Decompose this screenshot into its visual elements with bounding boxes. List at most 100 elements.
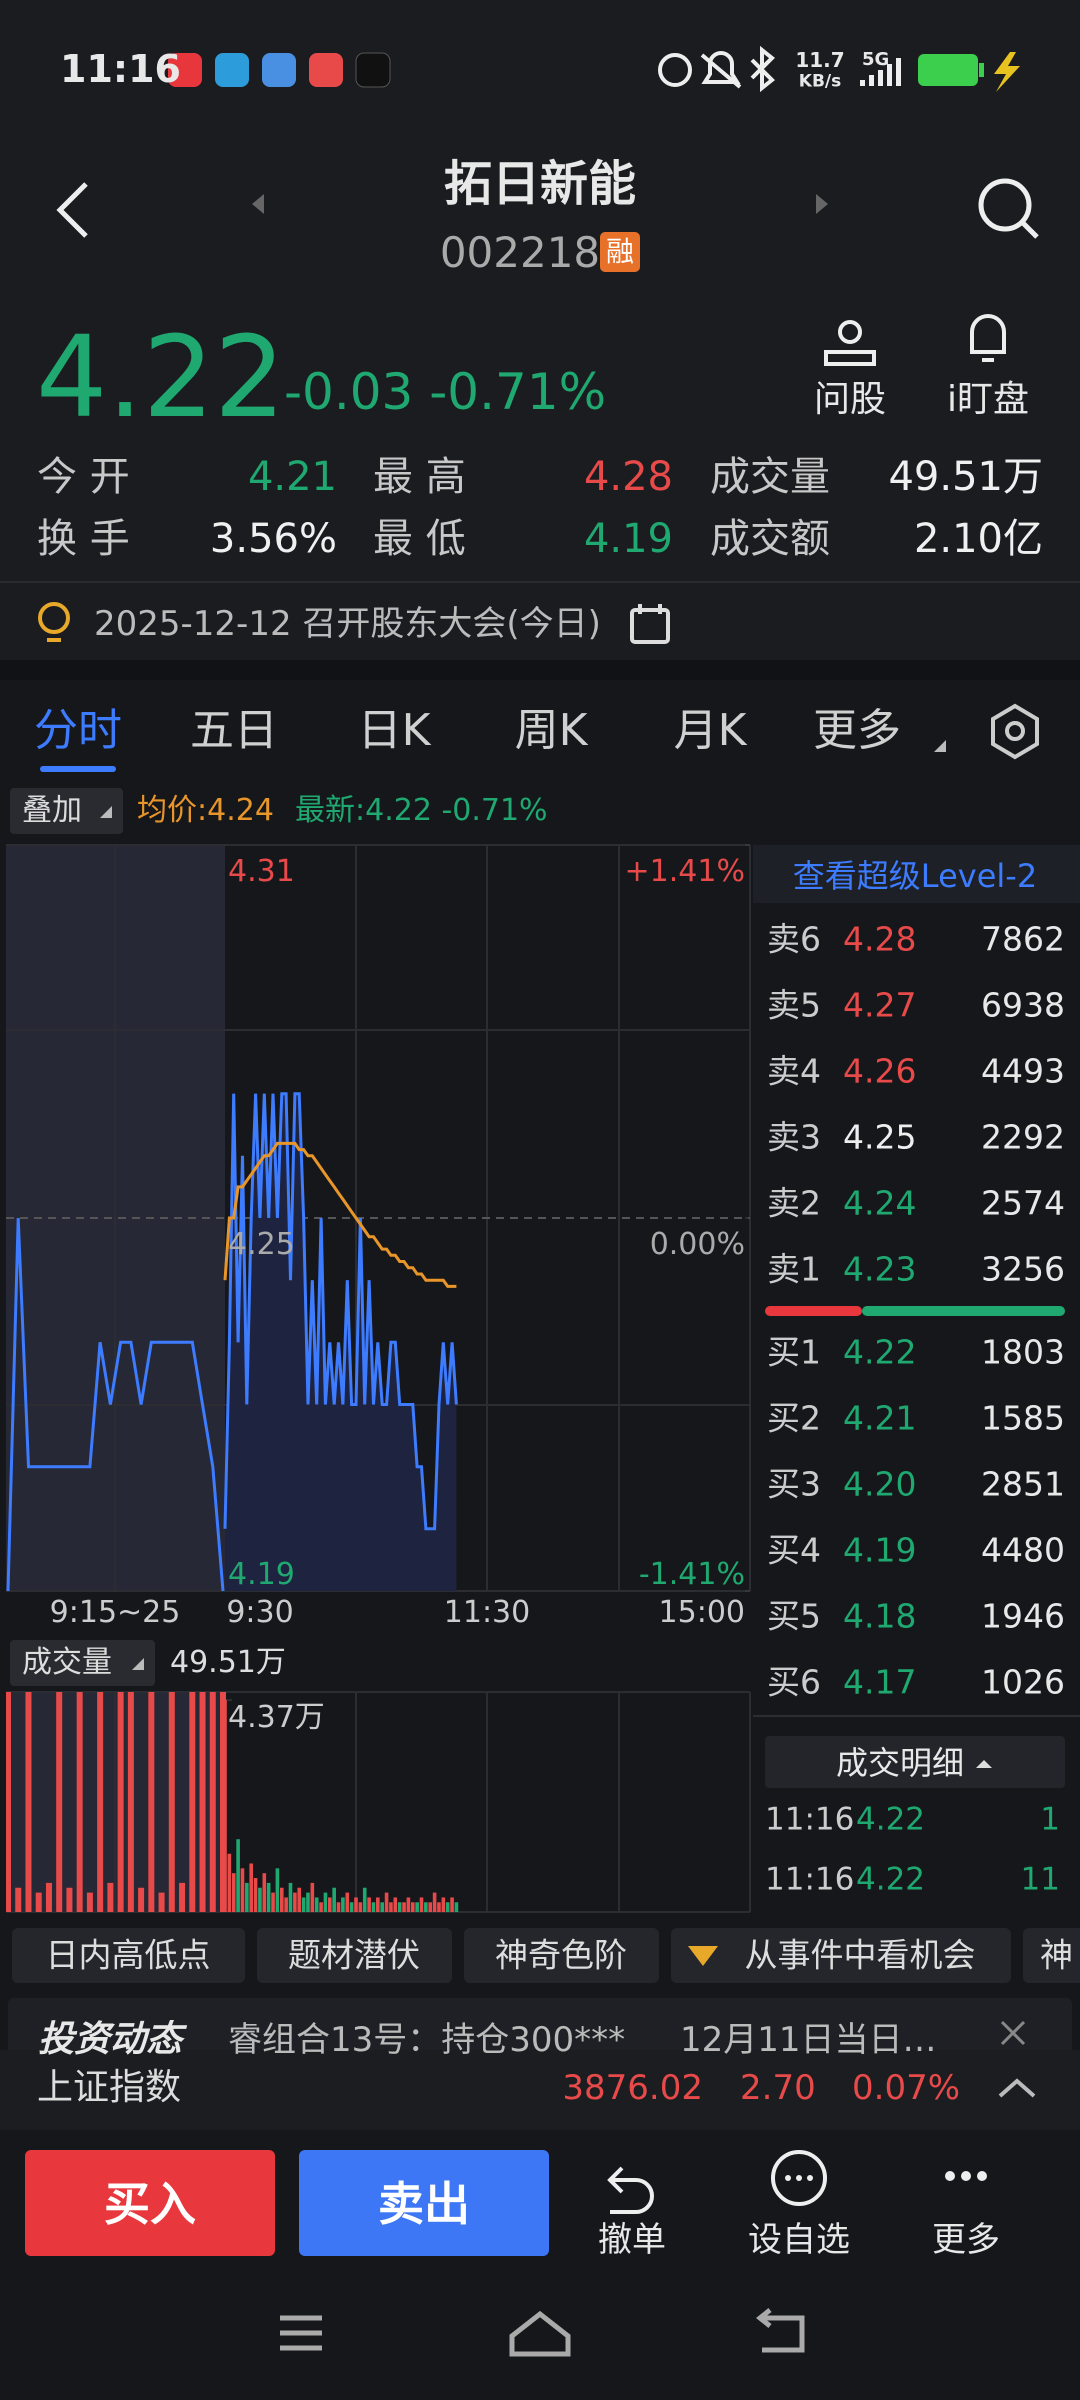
x-tick-label: 11:30 (443, 1595, 531, 1630)
book-volume: 1026 (981, 1662, 1065, 1702)
book-level: 买3 (767, 1464, 821, 1504)
trades-button[interactable] (765, 1736, 1065, 1788)
volume-bar (56, 1692, 63, 1912)
avg-line (223, 1141, 457, 1288)
more-caret (934, 740, 946, 752)
index-bar[interactable] (0, 2050, 1080, 2130)
stock-name: 拓日新能 (443, 156, 637, 212)
book-level: 卖4 (767, 1051, 821, 1091)
watch-icon[interactable] (970, 314, 1006, 362)
margin-tag-bg (600, 232, 640, 272)
nav-menu[interactable] (280, 2315, 322, 2351)
tab-underline (40, 766, 116, 772)
book-volume: 6938 (981, 985, 1065, 1025)
y-tick-label: 4.31 (228, 854, 295, 889)
book-price: 4.19 (843, 1530, 917, 1570)
action-label[interactable]: 设自选 (748, 2220, 850, 2260)
ask-icon-body (824, 350, 876, 366)
x-tick-label: 9:15~25 (49, 1595, 181, 1630)
volume-bar (384, 1892, 389, 1912)
premarket-line (6, 1217, 225, 1592)
action-label[interactable]: 更多 (932, 2220, 1000, 2260)
latest-price: 最新:4.22 -0.71% (295, 793, 548, 828)
volume-bar (441, 1897, 446, 1912)
sell-label[interactable]: 卖出 (378, 2177, 470, 2231)
volume-bar (107, 1882, 114, 1912)
period-tab[interactable]: 周K (514, 705, 588, 756)
event-notice[interactable]: 2025-12-12 召开股东大会(今日) (94, 604, 601, 644)
stat-value: 49.51万 (888, 454, 1043, 500)
volume-bar (428, 1902, 433, 1912)
price-line (223, 1092, 458, 1531)
feature-chip[interactable]: 日内高低点 (45, 1935, 211, 1975)
period-tab[interactable]: 月K (673, 705, 747, 756)
clock: 11:16 (60, 47, 181, 91)
volume-bar (415, 1902, 419, 1912)
volume-bar (406, 1897, 411, 1912)
period-tab[interactable]: 日K (357, 705, 431, 756)
period-tab[interactable]: 五日 (190, 705, 278, 756)
book-price: 4.21 (843, 1398, 917, 1438)
stat-value: 3.56% (209, 516, 337, 562)
news-close[interactable] (1000, 2020, 1026, 2046)
watch-button[interactable]: i盯盘 (946, 379, 1030, 420)
watchlist-icon[interactable] (771, 2150, 827, 2206)
volume-bar (424, 1902, 428, 1912)
volume-bar (293, 1892, 297, 1912)
volume-bar (231, 1873, 236, 1912)
prev-stock[interactable] (252, 194, 264, 214)
chip-bg (12, 1928, 1080, 1983)
volume-bar (341, 1897, 345, 1912)
level2-link[interactable]: 查看超级Level-2 (792, 857, 1038, 895)
index-name[interactable]: 上证指数 (37, 2067, 182, 2108)
book-price: 4.23 (843, 1249, 917, 1289)
volume-bar (437, 1902, 441, 1912)
volume-bar (323, 1892, 328, 1912)
ask-icon[interactable] (838, 320, 862, 344)
period-tab[interactable]: 更多 (813, 705, 901, 756)
cancel-icon[interactable] (607, 2166, 654, 2214)
feature-chip[interactable]: 神奇色阶 (495, 1935, 627, 1975)
volume-bar (15, 1887, 22, 1912)
price-change: -0.03 -0.71% (284, 363, 607, 421)
volume-bar (376, 1897, 380, 1912)
volume-bar (179, 1882, 186, 1912)
trade-price: 4.22 (856, 1801, 926, 1838)
calendar-icon[interactable] (630, 608, 670, 644)
volume-bar (262, 1873, 267, 1912)
next-stock[interactable] (816, 194, 828, 214)
book-volume: 1946 (981, 1596, 1065, 1636)
back-button[interactable] (56, 182, 88, 238)
volume-bar (127, 1692, 134, 1912)
search-button[interactable] (978, 178, 1032, 232)
volume-button[interactable] (10, 1640, 155, 1686)
ask-button[interactable]: 问股 (813, 379, 887, 420)
settings-dot (1005, 721, 1025, 741)
feature-chip[interactable]: 神 (1040, 1935, 1073, 1975)
settings-button[interactable] (991, 703, 1039, 760)
volume-bar (6, 1692, 11, 1912)
buy-label[interactable]: 买入 (104, 2177, 196, 2231)
level2-banner[interactable] (753, 845, 1080, 903)
feature-chip[interactable]: 从事件中看机会 (744, 1935, 976, 1975)
news-date: 12月11日当日… (680, 2020, 937, 2060)
alarm-icon (658, 53, 692, 87)
period-tab[interactable]: 分时 (34, 705, 122, 756)
volume-bar (319, 1902, 323, 1912)
book-volume: 2574 (981, 1183, 1065, 1223)
book-level: 卖6 (767, 919, 821, 959)
trades-title[interactable]: 成交明细 (835, 1744, 965, 1782)
index-expand[interactable] (998, 2078, 1036, 2098)
nav-back[interactable] (755, 2308, 805, 2353)
buy-button[interactable] (25, 2150, 275, 2256)
signal-type: 5G (862, 49, 890, 70)
nav-home[interactable] (509, 2310, 571, 2357)
feature-chip[interactable]: 题材潜伏 (288, 1935, 420, 1975)
overlay-button[interactable] (10, 788, 123, 834)
action-label[interactable]: 撤单 (598, 2220, 666, 2260)
volume-bar (249, 1863, 253, 1912)
app-icon (309, 53, 343, 87)
book-price: 4.18 (843, 1596, 917, 1636)
sell-button[interactable] (299, 2150, 549, 2256)
